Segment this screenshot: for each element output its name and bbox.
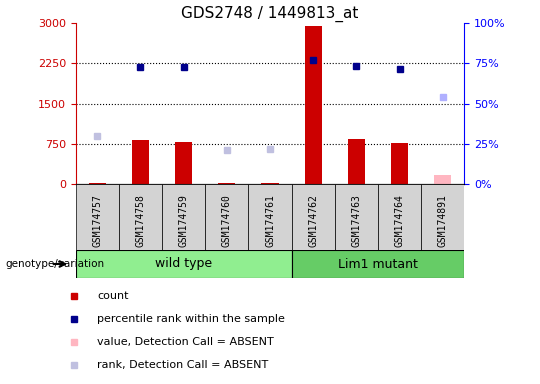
Bar	[175, 142, 192, 184]
Bar	[248, 184, 292, 250]
Bar	[421, 184, 464, 250]
Bar	[132, 140, 149, 184]
Bar	[378, 184, 421, 250]
Text: value, Detection Call = ABSENT: value, Detection Call = ABSENT	[97, 337, 274, 347]
Text: GSM174891: GSM174891	[438, 194, 448, 247]
Text: GSM174761: GSM174761	[265, 194, 275, 247]
Bar	[305, 26, 322, 184]
Text: genotype/variation: genotype/variation	[5, 259, 105, 269]
Bar	[76, 184, 119, 250]
Bar	[434, 175, 451, 184]
Bar	[205, 184, 248, 250]
Text: GSM174759: GSM174759	[179, 194, 188, 247]
Title: GDS2748 / 1449813_at: GDS2748 / 1449813_at	[181, 5, 359, 22]
Bar	[76, 250, 292, 278]
Text: GSM174762: GSM174762	[308, 194, 318, 247]
Bar	[261, 183, 279, 184]
Text: GSM174758: GSM174758	[136, 194, 145, 247]
Text: GSM174764: GSM174764	[395, 194, 404, 247]
Text: Lim1 mutant: Lim1 mutant	[338, 258, 418, 270]
Text: GSM174763: GSM174763	[352, 194, 361, 247]
Bar	[162, 184, 205, 250]
Bar	[335, 184, 378, 250]
Bar	[89, 183, 106, 184]
Bar	[218, 183, 235, 184]
Bar	[292, 184, 335, 250]
Bar	[348, 139, 365, 184]
Text: count: count	[97, 291, 129, 301]
Bar	[391, 144, 408, 184]
Bar	[119, 184, 162, 250]
Text: GSM174757: GSM174757	[92, 194, 102, 247]
Text: percentile rank within the sample: percentile rank within the sample	[97, 314, 285, 324]
Bar	[292, 250, 464, 278]
Text: rank, Detection Call = ABSENT: rank, Detection Call = ABSENT	[97, 360, 268, 370]
Text: wild type: wild type	[155, 258, 212, 270]
Text: GSM174760: GSM174760	[222, 194, 232, 247]
